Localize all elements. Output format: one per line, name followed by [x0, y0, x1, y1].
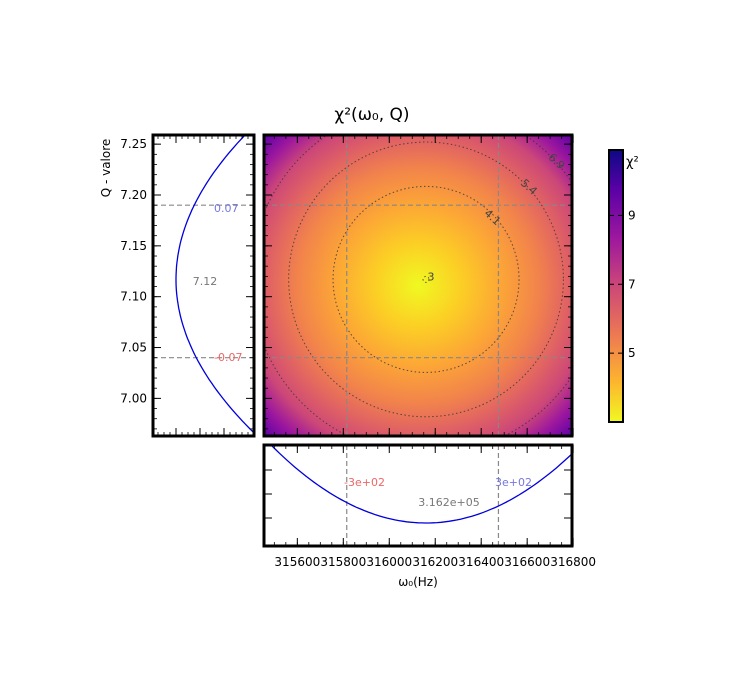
contour-line — [332, 185, 520, 373]
colorbar: 5 7 9 χ² — [608, 149, 639, 423]
q-profile-curve-group — [153, 135, 254, 434]
heatmap-field — [264, 135, 572, 436]
omega0-profile-frame — [262, 443, 574, 548]
omega0-profile-panel: -3e+02 3e+02 3.162e+05 315600 315800 31600… — [262, 443, 596, 589]
colorbar-tick-label: 9 — [628, 208, 636, 222]
y-tick-label: 7.00 — [120, 391, 147, 405]
x-tick-label: 316400 — [458, 555, 504, 569]
q-minus-label: -0.07 — [214, 351, 242, 364]
x-tick-label: 316800 — [550, 555, 596, 569]
x-tick-label: 316200 — [412, 555, 458, 569]
y-tick-label: 7.15 — [120, 239, 147, 253]
x-tick-labels: 315600 315800 316000 316200 316400 316600 3168… — [274, 555, 596, 569]
omega0-minus-label: -3e+02 — [344, 476, 385, 489]
omega0-best-label: 3.162e+05 — [418, 496, 479, 509]
omega0-profile-curve-group — [270, 445, 572, 546]
x-tick-label: 315600 — [274, 555, 320, 569]
y-tick-label: 7.05 — [120, 341, 147, 355]
contour-line — [288, 141, 564, 418]
colorbar-ticks: 5 7 9 — [609, 208, 636, 360]
heatmap-panel: 34.15.46.9 — [262, 133, 574, 438]
q-best-label: 7.12 — [193, 275, 218, 288]
y-tick-label: 7.10 — [120, 290, 147, 304]
colorbar-label: χ² — [626, 155, 639, 170]
uncertainty-dashed-lines — [264, 135, 572, 436]
y-axis-label: Q - valore — [99, 139, 113, 198]
y-tick-label: 7.25 — [120, 137, 147, 151]
contour-lines — [264, 135, 572, 436]
contour-line — [422, 275, 430, 283]
q-profile-curve — [175, 135, 254, 434]
x-tick-label: 316600 — [504, 555, 550, 569]
heatmap-frame — [262, 133, 574, 438]
omega0-plus-label: 3e+02 — [495, 476, 532, 489]
q-profile-panel: 0.07 -0.07 7.12 7.00 7.05 7.10 7.15 7.20 7.25… — [99, 133, 256, 438]
omega0-profile-curve — [270, 445, 572, 524]
y-tick-label: 7.20 — [120, 188, 147, 202]
chart-title: χ²(ω₀, Q) — [334, 105, 409, 125]
x-tick-label: 315800 — [320, 555, 366, 569]
colorbar-frame — [608, 149, 624, 423]
y-tick-labels: 7.00 7.05 7.10 7.15 7.20 7.25 — [120, 137, 147, 405]
colorbar-fill — [609, 150, 623, 422]
q-plus-label: 0.07 — [214, 202, 239, 215]
colorbar-tick-label: 7 — [628, 277, 636, 291]
contour-label: 3 — [428, 270, 435, 283]
x-axis-label: ω₀(Hz) — [398, 575, 438, 589]
q-profile-frame — [151, 133, 256, 438]
x-tick-label: 316000 — [366, 555, 412, 569]
colorbar-tick-label: 5 — [628, 346, 636, 360]
